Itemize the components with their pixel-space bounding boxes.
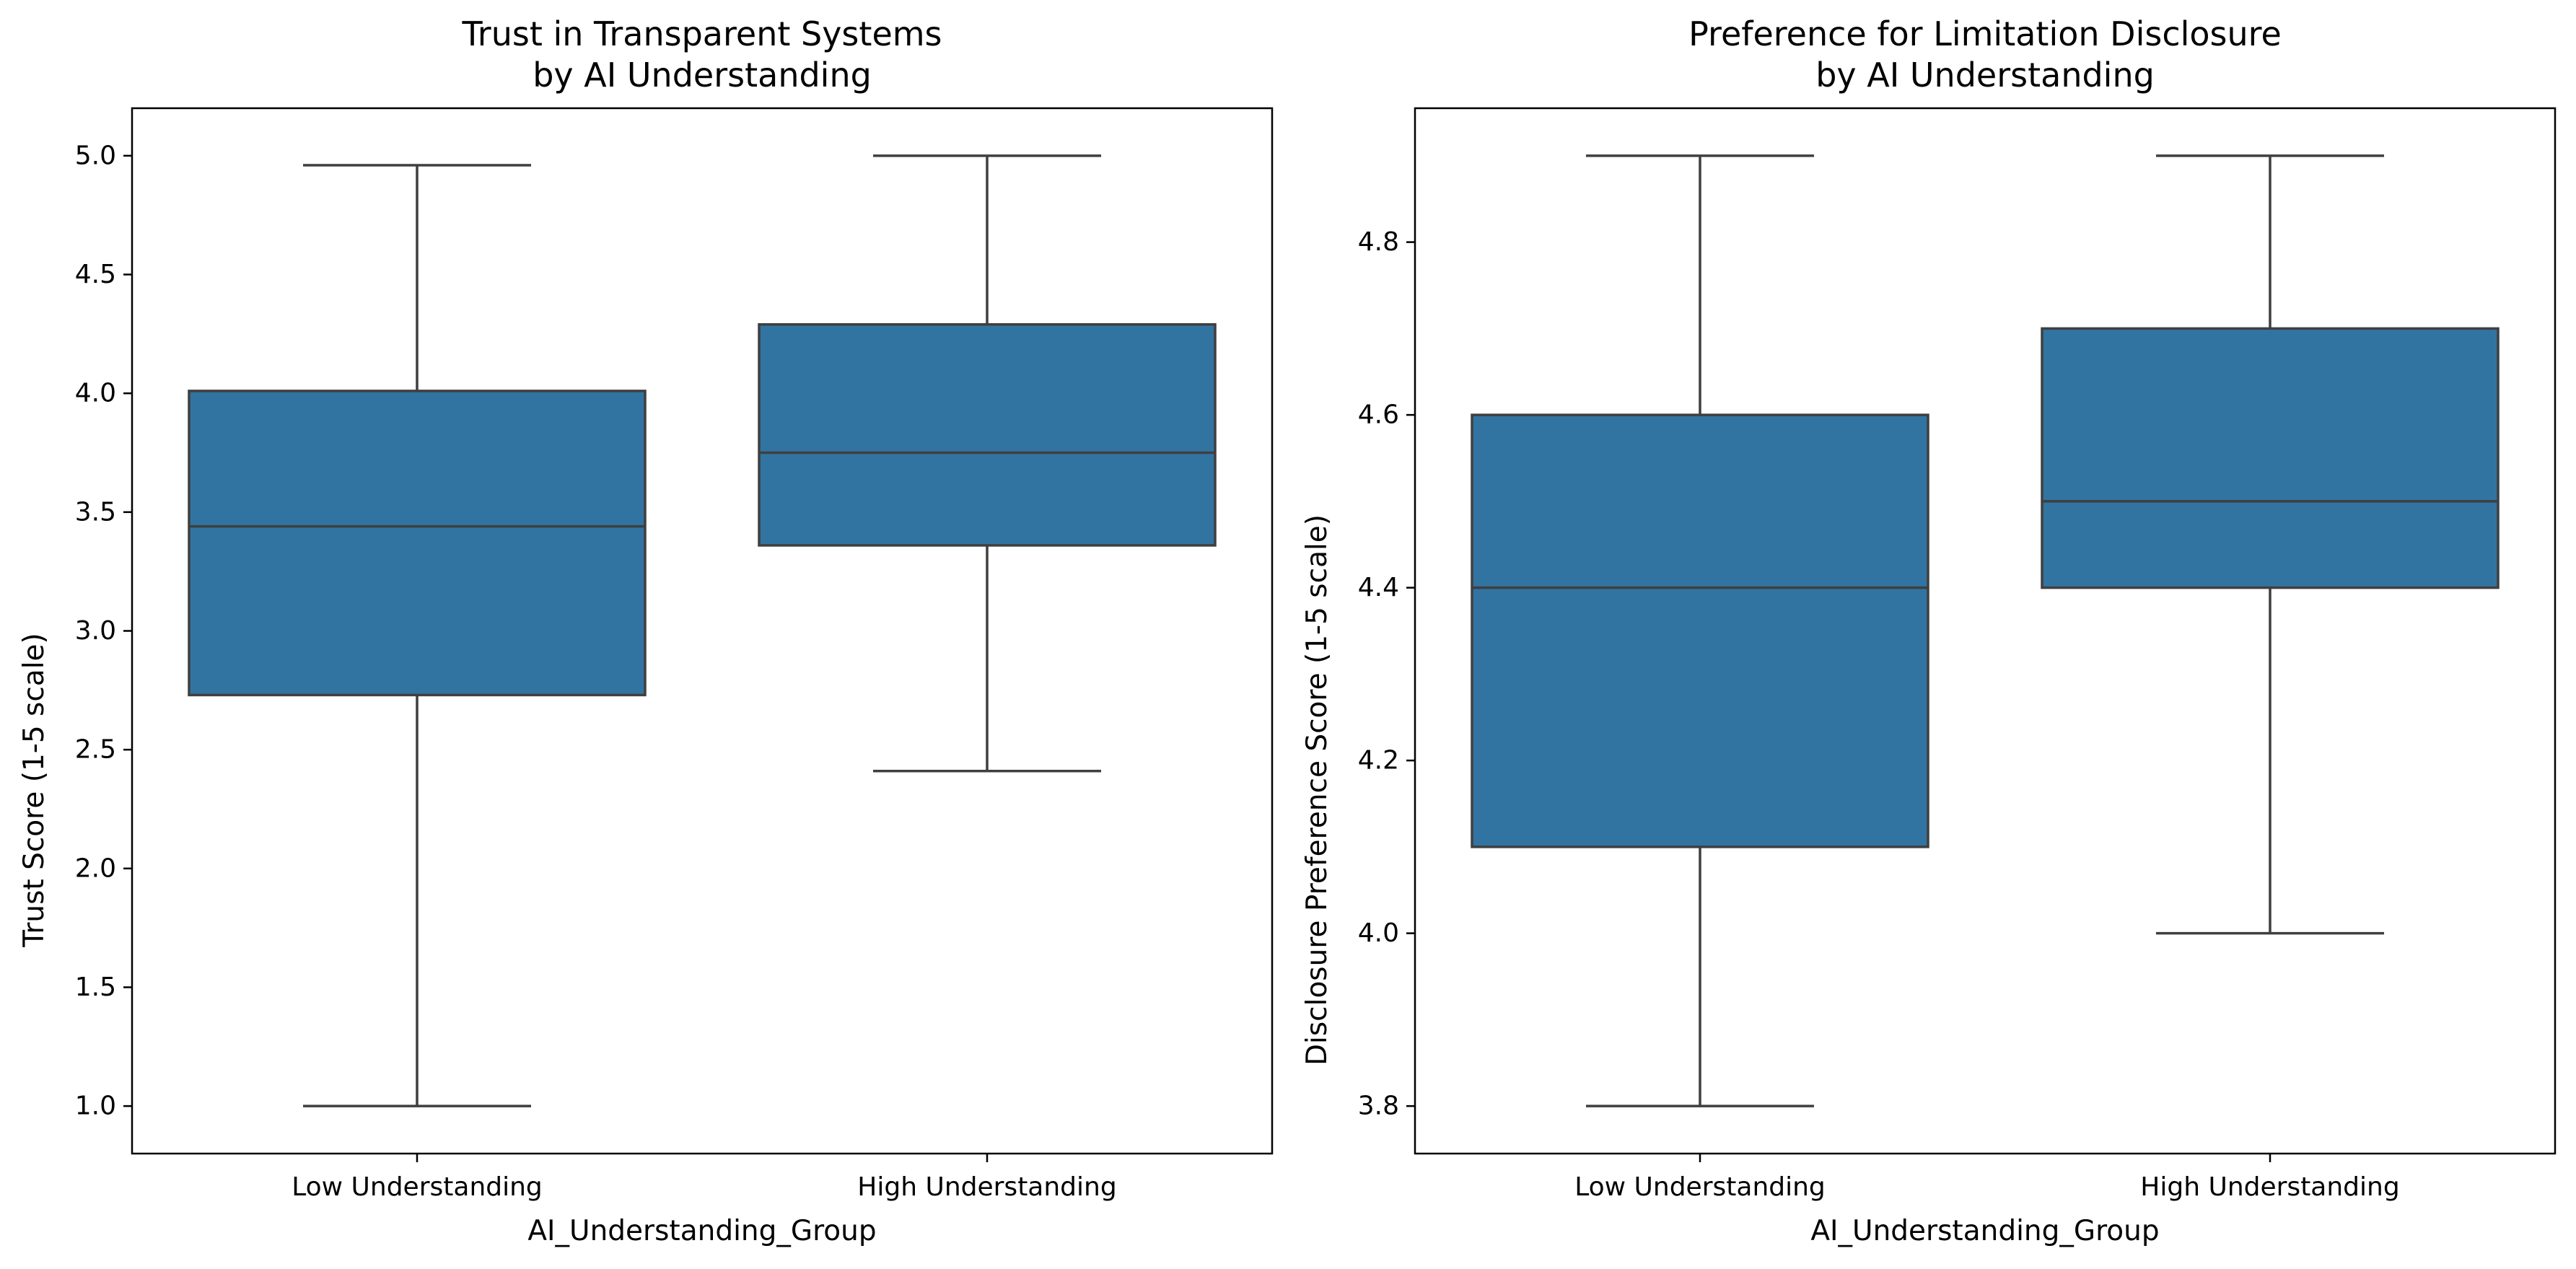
disclosure-y-tick-label: 4.0	[1358, 918, 1399, 948]
trust-box-high-understanding	[758, 154, 1217, 773]
trust-box-low-understanding	[188, 164, 647, 1107]
trust-iqr-box-low-understanding	[188, 390, 647, 697]
trust-y-tick-label: 5.0	[75, 141, 116, 170]
disclosure-chart-plot-area: 3.8 4.0 4.2 4.4 4.6 4.8 Low Understanding High …	[1358, 107, 2557, 1202]
trust-chart-x-axis-label: AI_Understanding_Group	[527, 1215, 876, 1247]
trust-x-tick-label: High Understanding	[857, 1172, 1116, 1202]
trust-y-tick-label: 2.0	[75, 853, 116, 883]
trust-chart-panel: Trust in Transparent Systems by AI Under…	[18, 14, 1274, 1247]
trust-chart-y-axis-label: Trust Score (1-5 scale)	[18, 633, 51, 948]
trust-chart-title-line-1: Trust in Transparent Systems	[461, 14, 942, 53]
disclosure-chart-title-line-1: Preference for Limitation Disclosure	[1688, 14, 2282, 53]
trust-y-tick-label: 4.0	[75, 379, 116, 408]
disclosure-y-tick-label: 4.8	[1358, 227, 1399, 257]
trust-chart-title-line-2: by AI Understanding	[533, 56, 872, 95]
disclosure-chart-title-line-2: by AI Understanding	[1815, 56, 2155, 95]
trust-y-tick-label: 4.5	[75, 260, 116, 289]
disclosure-y-tick-label: 4.4	[1358, 573, 1399, 602]
disclosure-y-tick-label: 3.8	[1358, 1092, 1399, 1121]
disclosure-y-tick-label: 4.2	[1358, 746, 1399, 776]
disclosure-chart-panel: Preference for Limitation Disclosure by …	[1301, 14, 2557, 1247]
trust-y-tick-label: 3.5	[75, 497, 116, 527]
disclosure-iqr-box-low-understanding	[1471, 413, 1929, 848]
trust-chart-plot-area: 1.0 1.5 2.0 2.5 3.0 3.5 4.0 4.5 5.0 Low Understan…	[75, 107, 1274, 1202]
disclosure-chart-y-axis-label: Disclosure Preference Score (1-5 scale)	[1301, 514, 1333, 1066]
disclosure-axes-frame	[1414, 107, 2557, 1155]
disclosure-chart-x-axis-label: AI_Understanding_Group	[1810, 1215, 2159, 1247]
disclosure-box-low-understanding	[1471, 154, 1929, 1107]
disclosure-y-tick-label: 4.6	[1358, 400, 1399, 430]
disclosure-box-high-understanding	[2041, 154, 2500, 935]
trust-x-tick-label: Low Understanding	[292, 1172, 543, 1202]
disclosure-x-tick-label: High Understanding	[2140, 1172, 2399, 1202]
trust-iqr-box-high-understanding	[758, 322, 1217, 547]
trust-y-tick-label: 2.5	[75, 735, 116, 765]
trust-y-tick-label: 1.0	[75, 1092, 116, 1121]
disclosure-iqr-box-high-understanding	[2041, 327, 2500, 589]
trust-y-tick-label: 3.0	[75, 616, 116, 646]
disclosure-x-tick-label: Low Understanding	[1574, 1172, 1826, 1202]
trust-y-tick-label: 1.5	[75, 972, 116, 1002]
